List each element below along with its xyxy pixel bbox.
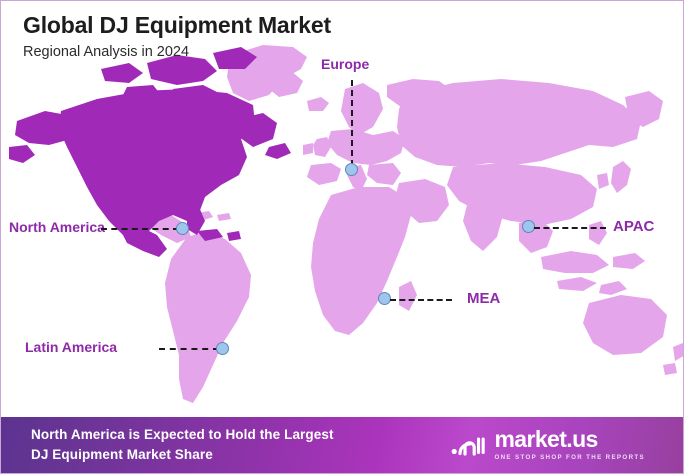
marker-latin-america[interactable] bbox=[216, 342, 229, 355]
world-map bbox=[1, 35, 683, 415]
logo-tagline: ONE STOP SHOP FOR THE REPORTS bbox=[494, 454, 645, 462]
market-us-logo[interactable]: market.us ONE STOP SHOP FOR THE REPORTS bbox=[451, 428, 645, 461]
market-us-logo-text: market.us ONE STOP SHOP FOR THE REPORTS bbox=[494, 428, 645, 461]
banner-headline: North America is Expected to Hold the La… bbox=[31, 425, 334, 464]
region-label-apac: APAC bbox=[613, 218, 655, 235]
header: Global DJ Equipment Market Regional Anal… bbox=[23, 12, 331, 61]
marker-apac[interactable] bbox=[522, 220, 535, 233]
banner-headline-line-1: North America is Expected to Hold the La… bbox=[31, 427, 334, 443]
leader-line-mea bbox=[390, 299, 452, 301]
marker-north-america[interactable] bbox=[176, 222, 189, 235]
logo-wordmark: market.us bbox=[494, 426, 598, 453]
market-us-logo-mark-icon bbox=[452, 437, 486, 456]
map-base-continents bbox=[149, 45, 683, 403]
banner-headline-line-2: DJ Equipment Market Share bbox=[31, 447, 213, 462]
leader-line-apac bbox=[534, 227, 606, 229]
marker-europe[interactable] bbox=[345, 163, 358, 176]
leader-line-europe bbox=[351, 80, 353, 166]
region-label-north-america: North America bbox=[9, 219, 105, 235]
footer-banner: North America is Expected to Hold the La… bbox=[1, 417, 683, 473]
page-title: Global DJ Equipment Market bbox=[23, 12, 331, 38]
region-label-latin-america: Latin America bbox=[25, 339, 118, 355]
map-highlight-north-america bbox=[9, 47, 291, 257]
region-label-europe: Europe bbox=[321, 56, 370, 72]
marker-mea[interactable] bbox=[378, 292, 391, 305]
page-subtitle: Regional Analysis in 2024 bbox=[23, 44, 190, 61]
region-label-mea: MEA bbox=[467, 290, 501, 307]
leader-line-latin-america bbox=[159, 348, 219, 350]
region-callouts: North America Europe APAC MEA Latin Amer… bbox=[1, 1, 683, 419]
leader-line-north-america bbox=[101, 228, 179, 230]
world-map-svg bbox=[9, 45, 683, 403]
